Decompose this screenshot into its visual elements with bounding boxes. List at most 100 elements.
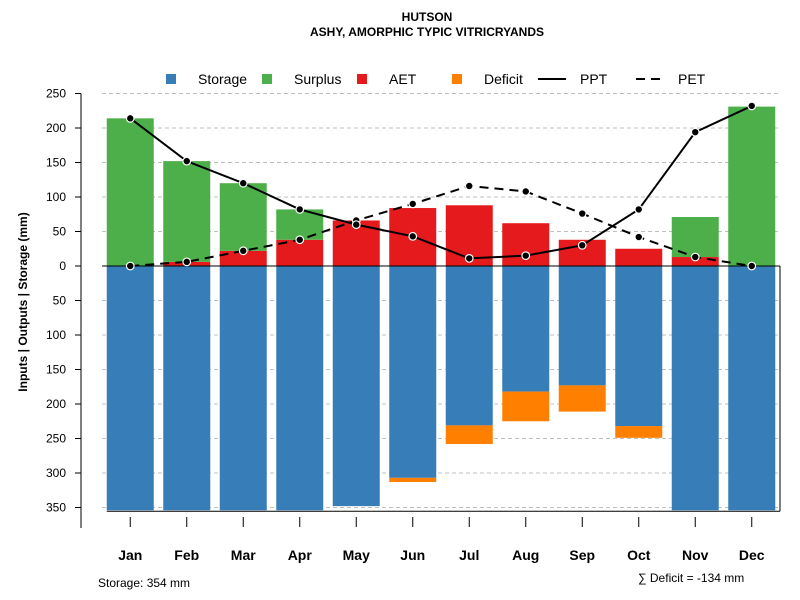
deficit-bar (615, 426, 663, 438)
legend-label: Storage (198, 71, 247, 87)
ppt-point (464, 254, 474, 263)
storage-footnote: Storage: 354 mm (98, 576, 190, 590)
month-mar-bars (219, 183, 267, 511)
y-tick-label: 100 (46, 190, 66, 204)
deficit-footnote: ∑ Deficit = -134 mm (638, 571, 744, 585)
pet-point (238, 246, 248, 256)
pet-point (125, 261, 135, 271)
legend-swatch (452, 74, 462, 84)
legend-label: PPT (580, 71, 608, 87)
pet-line (130, 184, 752, 267)
storage-bar (163, 266, 211, 511)
y-tick-label: 250 (46, 87, 66, 101)
storage-bar (332, 266, 380, 507)
legend-item-ppt: PPT (538, 71, 608, 87)
legend-label: Deficit (484, 71, 523, 87)
chart-title: HUTSON (402, 10, 453, 24)
surplus-bar (219, 183, 267, 251)
month-oct-bars (615, 248, 663, 438)
month-sep-bars (558, 239, 606, 412)
x-tick-label-mar: Mar (231, 547, 256, 563)
month-jul-bars (445, 205, 493, 445)
y-tick-label: 200 (46, 121, 66, 135)
y-tick-label: 150 (46, 363, 66, 377)
storage-bar (615, 266, 663, 427)
ppt-point (351, 220, 361, 230)
ppt-point (295, 205, 305, 214)
month-dec-bars (728, 106, 776, 511)
pet-point (577, 209, 587, 218)
pet-point (182, 257, 192, 267)
pet-point (747, 261, 757, 271)
ppt-point (690, 127, 700, 137)
legend-item-pet: PET (636, 71, 706, 87)
month-apr-bars (276, 209, 324, 511)
legend-item-surplus: Surplus (262, 71, 341, 87)
x-tick-label-sep: Sep (569, 547, 595, 563)
pet-point (521, 187, 531, 196)
month-jun-bars (389, 208, 437, 482)
ppt-point (747, 101, 757, 111)
ppt-point (182, 156, 192, 166)
gridlines (102, 93, 780, 508)
y-tick-label: 0 (59, 259, 66, 273)
month-aug-bars (502, 223, 550, 422)
surplus-bar (163, 161, 211, 262)
pet-point (634, 232, 644, 242)
series-lines (125, 101, 757, 271)
y-tick-label: 50 (53, 294, 67, 308)
chart-subtitle: ASHY, AMORPHIC TYPIC VITRICRYANDS (310, 25, 544, 39)
y-tick-label: 350 (46, 501, 66, 515)
pet-point (408, 199, 418, 209)
legend-label: PET (678, 71, 706, 87)
x-tick-label-apr: Apr (288, 547, 313, 563)
ppt-point (521, 251, 531, 261)
legend-label: AET (389, 71, 417, 87)
y-tick-label: 200 (46, 397, 66, 411)
aet-bar (615, 248, 663, 266)
legend-item-deficit: Deficit (452, 71, 523, 87)
storage-bar (106, 266, 154, 511)
legend-item-storage: Storage (166, 71, 247, 87)
deficit-bar (389, 477, 437, 482)
storage-bar (219, 266, 267, 511)
surplus-bar (728, 106, 776, 266)
legend-label: Surplus (294, 71, 341, 87)
axes: 250 200 150 100 50 0 50 100 150 200 250 300 350 Jan Fe… (46, 87, 781, 563)
surplus-bar (106, 118, 154, 266)
ppt-point (577, 240, 587, 250)
x-tick-label-jul: Jul (459, 547, 479, 563)
y-tick-label: 50 (53, 225, 67, 239)
ppt-point (238, 178, 248, 188)
x-tick-label-dec: Dec (739, 547, 765, 563)
ppt-point (634, 205, 644, 214)
month-nov-bars (671, 217, 719, 511)
surplus-bar (671, 217, 719, 258)
legend-swatch (166, 74, 176, 84)
month-feb-bars (163, 161, 211, 511)
pet-point (464, 181, 474, 191)
y-axis-label: Inputs | Outputs | Storage (mm) (16, 212, 30, 391)
storage-bar (728, 266, 776, 511)
x-tick-label-may: May (343, 547, 370, 563)
deficit-bar (502, 391, 550, 422)
ppt-line (129, 105, 753, 260)
legend-swatch (357, 74, 367, 84)
aet-bar (671, 257, 719, 266)
y-tick-label: 300 (46, 466, 66, 480)
storage-bar (671, 266, 719, 511)
y-tick-label: 150 (46, 156, 66, 170)
deficit-bar (445, 425, 493, 445)
x-tick-label-oct: Oct (627, 547, 651, 563)
storage-bar (389, 266, 437, 478)
pet-point (690, 252, 700, 262)
x-tick-label-feb: Feb (174, 547, 199, 563)
ppt-point (408, 231, 418, 241)
x-tick-label-nov: Nov (682, 547, 709, 563)
legend: Storage Surplus AET Deficit PPT PET (166, 71, 706, 87)
legend-swatch (262, 74, 272, 84)
month-jan-bars (106, 118, 154, 511)
month-may-bars (332, 220, 380, 507)
x-tick-label-jun: Jun (400, 547, 425, 563)
